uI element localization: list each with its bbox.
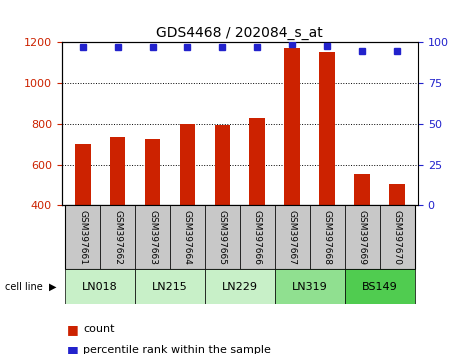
Bar bbox=[319, 52, 335, 205]
Bar bbox=[240, 205, 275, 269]
Text: GSM397665: GSM397665 bbox=[218, 210, 227, 265]
Text: GSM397666: GSM397666 bbox=[253, 210, 262, 265]
Bar bbox=[354, 174, 370, 205]
Bar bbox=[110, 137, 125, 205]
Text: ■: ■ bbox=[66, 344, 78, 354]
Text: ■: ■ bbox=[66, 323, 78, 336]
Text: GSM397664: GSM397664 bbox=[183, 210, 192, 265]
Bar bbox=[180, 124, 195, 205]
Text: GSM397670: GSM397670 bbox=[392, 210, 401, 265]
FancyBboxPatch shape bbox=[65, 269, 135, 304]
Bar bbox=[100, 205, 135, 269]
Bar bbox=[65, 205, 100, 269]
Bar bbox=[345, 205, 380, 269]
Bar bbox=[275, 205, 310, 269]
FancyBboxPatch shape bbox=[345, 269, 415, 304]
Text: GSM397667: GSM397667 bbox=[288, 210, 297, 265]
Text: percentile rank within the sample: percentile rank within the sample bbox=[83, 346, 271, 354]
Bar bbox=[285, 47, 300, 205]
Bar bbox=[75, 144, 91, 205]
Bar bbox=[145, 139, 161, 205]
Text: GSM397668: GSM397668 bbox=[323, 210, 332, 265]
FancyBboxPatch shape bbox=[275, 269, 345, 304]
Bar bbox=[249, 118, 265, 205]
Bar bbox=[215, 125, 230, 205]
Bar bbox=[310, 205, 345, 269]
Text: GSM397661: GSM397661 bbox=[78, 210, 87, 265]
Title: GDS4468 / 202084_s_at: GDS4468 / 202084_s_at bbox=[156, 26, 323, 40]
Bar bbox=[170, 205, 205, 269]
Bar bbox=[380, 205, 415, 269]
Text: GSM397669: GSM397669 bbox=[358, 210, 367, 265]
Text: cell line  ▶: cell line ▶ bbox=[5, 282, 56, 292]
Text: LN018: LN018 bbox=[82, 282, 118, 292]
Bar bbox=[135, 205, 170, 269]
Text: BS149: BS149 bbox=[361, 282, 398, 292]
FancyBboxPatch shape bbox=[205, 269, 275, 304]
FancyBboxPatch shape bbox=[135, 269, 205, 304]
Text: LN319: LN319 bbox=[292, 282, 328, 292]
Text: count: count bbox=[83, 324, 114, 334]
Text: GSM397662: GSM397662 bbox=[113, 210, 122, 265]
Bar bbox=[389, 184, 405, 205]
Bar bbox=[205, 205, 240, 269]
Text: LN229: LN229 bbox=[222, 282, 258, 292]
Text: LN215: LN215 bbox=[152, 282, 188, 292]
Text: GSM397663: GSM397663 bbox=[148, 210, 157, 265]
